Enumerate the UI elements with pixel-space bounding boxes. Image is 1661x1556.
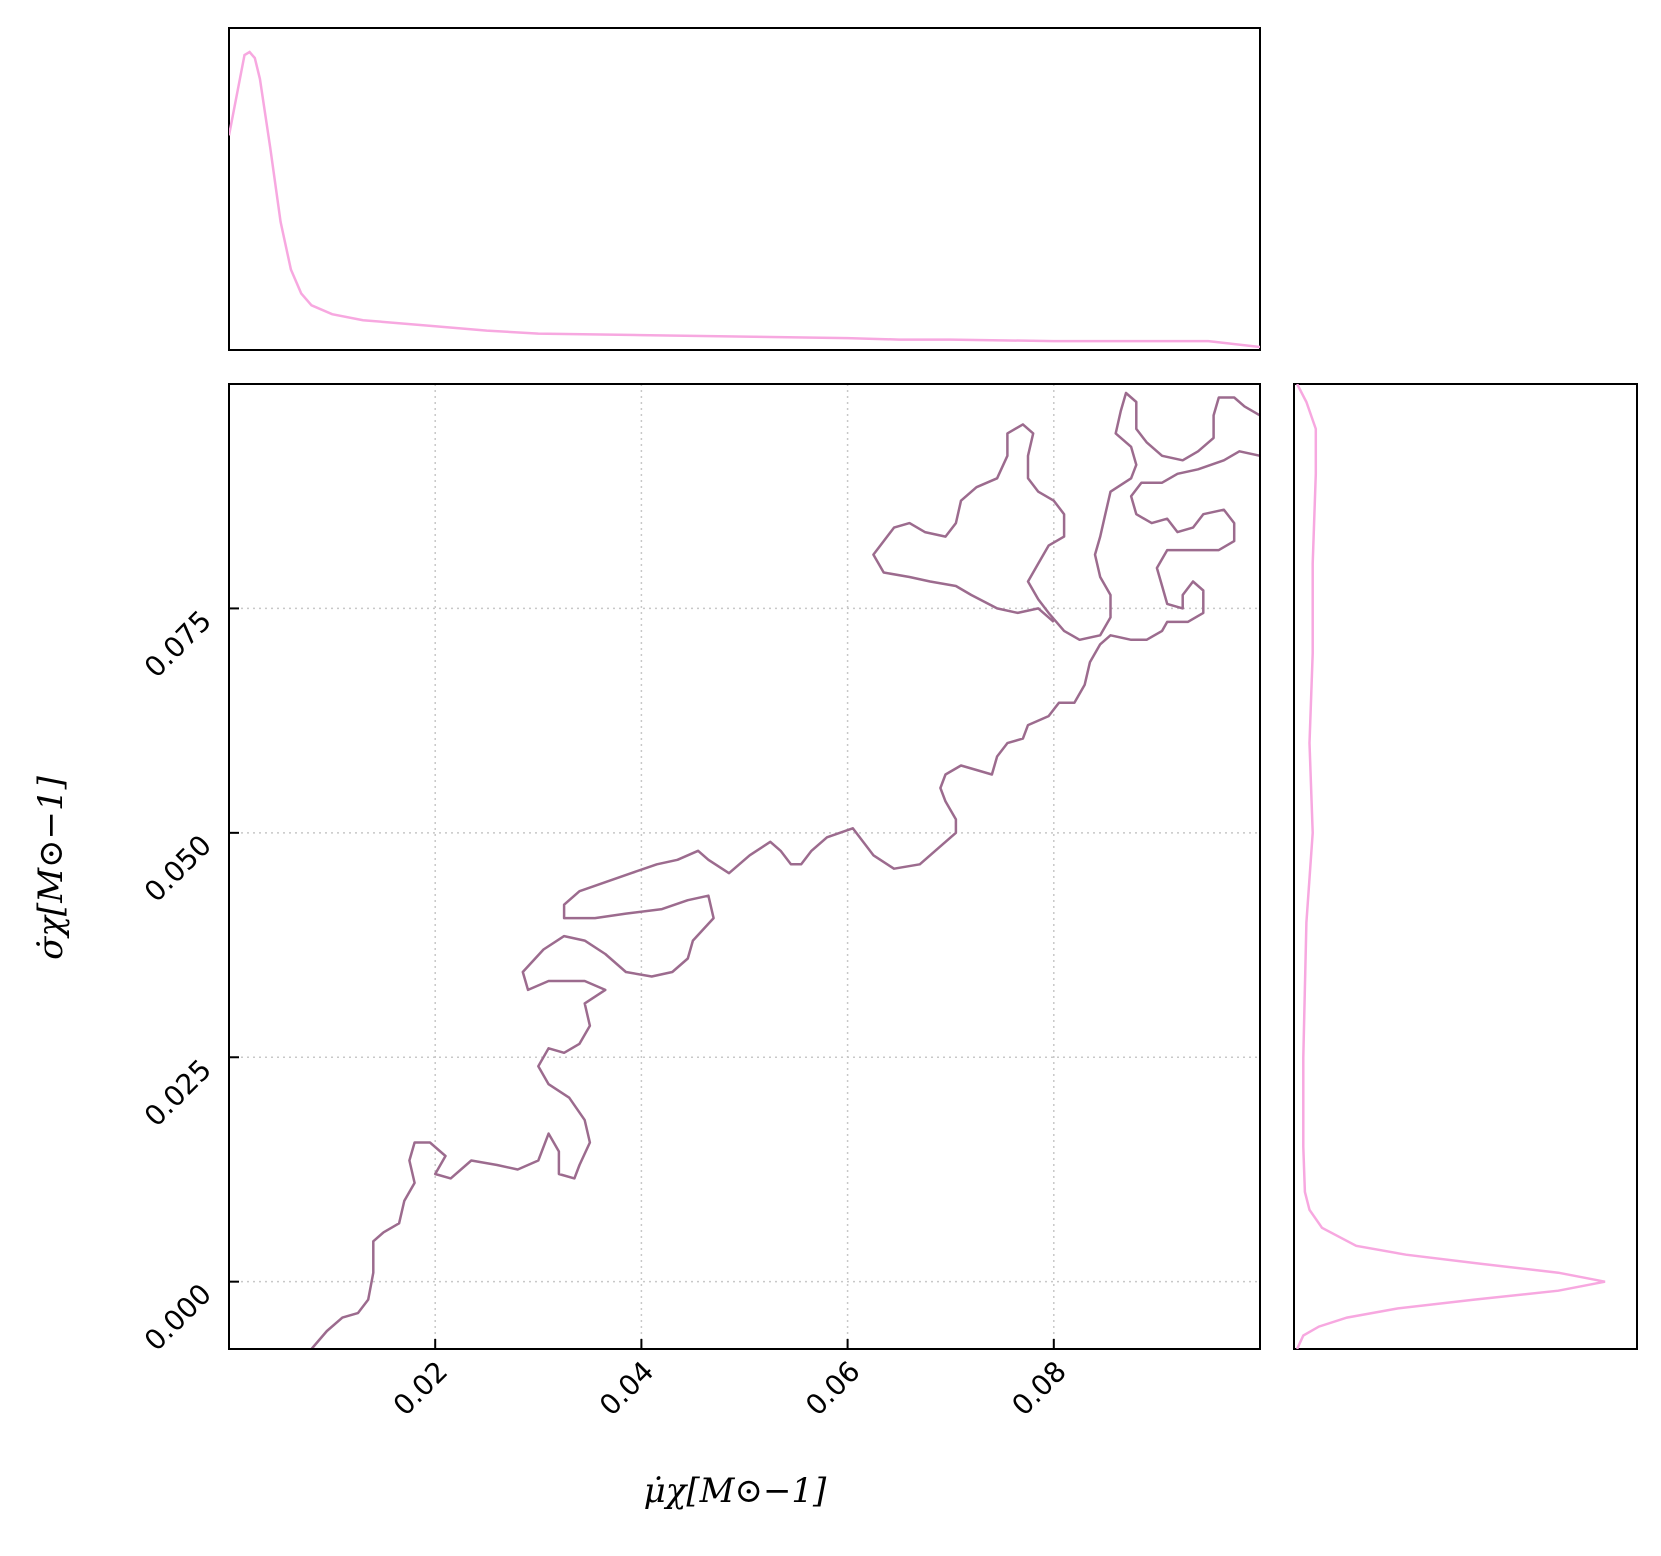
marginal-x-panel <box>228 27 1261 351</box>
marginal-y-frame <box>1293 383 1638 1350</box>
x-tick-label-2: 0.06 <box>799 1355 866 1422</box>
x-axis-label-text: μ̇χ[M⊙−1] <box>644 1471 827 1511</box>
y-tick-label-0: 0.000 <box>138 1277 218 1357</box>
y-tick-label-3: 0.075 <box>138 604 218 684</box>
marginal-x-curve <box>229 50 1260 349</box>
joint-panel: 0.02 0.04 0.06 0.08 0.000 0.025 0.050 0.075 <box>138 383 1261 1422</box>
y-tick-label-2: 0.050 <box>138 828 218 908</box>
contour-line-1 <box>872 391 1260 642</box>
marginal-y-curve <box>1295 384 1606 1349</box>
marginal-y-panel <box>1293 383 1638 1350</box>
y-tick-label-1: 0.025 <box>138 1053 218 1133</box>
contour-line-0 <box>310 450 1260 1349</box>
y-axis-label-text: σ̇χ[M⊙−1] <box>31 775 71 959</box>
x-tick-label-3: 0.08 <box>1005 1355 1072 1422</box>
marginal-x-frame <box>228 27 1261 351</box>
x-axis-label: μ̇χ[M⊙−1] <box>644 1471 827 1511</box>
joint-frame <box>228 383 1261 1350</box>
y-axis-label: σ̇χ[M⊙−1] <box>31 775 71 959</box>
x-tick-label-0: 0.02 <box>387 1355 454 1422</box>
x-tick-label-1: 0.04 <box>593 1355 660 1422</box>
